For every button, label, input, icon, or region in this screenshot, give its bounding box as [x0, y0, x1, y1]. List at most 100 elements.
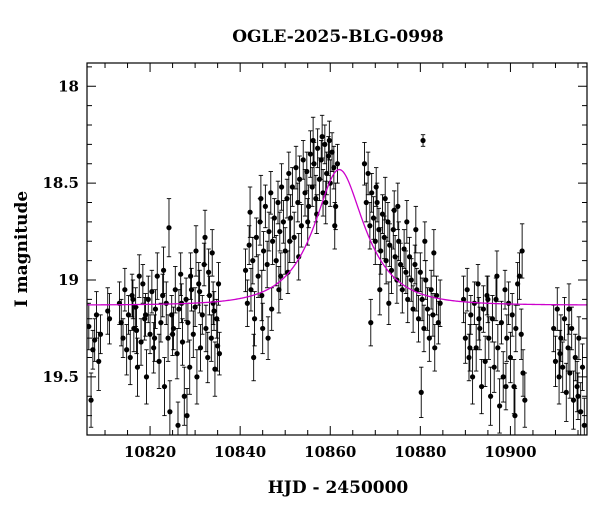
data-point: [167, 380, 173, 435]
data-point: [134, 337, 141, 397]
data-point: [424, 287, 431, 331]
data-point: [365, 151, 371, 196]
data-point: [386, 281, 392, 326]
data-point: [478, 358, 485, 415]
data-point: [178, 252, 184, 296]
data-point: [486, 316, 492, 360]
data-point: [161, 357, 168, 417]
data-point: [160, 246, 167, 295]
data-point: [138, 318, 144, 366]
data-point: [212, 341, 218, 397]
data-point: [482, 335, 488, 388]
data-point: [552, 335, 559, 388]
data-point: [382, 176, 388, 221]
data-point: [133, 306, 140, 355]
data-point: [175, 401, 181, 435]
data-point: [255, 254, 261, 298]
data-point: [406, 236, 413, 277]
data-point: [428, 269, 434, 310]
data-point: [300, 140, 306, 180]
data-point: [142, 293, 149, 337]
data-point: [277, 211, 283, 252]
data-point: [248, 267, 254, 312]
data-point: [298, 203, 305, 248]
data-point: [401, 229, 407, 269]
data-point: [494, 250, 500, 302]
data-point: [318, 140, 324, 180]
data-point: [511, 358, 517, 415]
data-point: [513, 304, 519, 353]
data-point: [467, 324, 473, 372]
data-point: [284, 178, 290, 219]
data-point: [136, 254, 142, 298]
data-point: [122, 267, 128, 312]
data-point: [203, 304, 209, 353]
data-point: [106, 293, 113, 345]
data-point: [418, 366, 424, 419]
data-point: [147, 314, 153, 355]
data-point: [214, 298, 220, 339]
data-point: [169, 312, 176, 357]
data-point: [160, 273, 166, 318]
data-point: [469, 349, 476, 405]
data-point: [387, 223, 393, 267]
data-point: [557, 329, 563, 378]
y-axis-label: I magnitude: [12, 191, 32, 308]
data-point: [413, 205, 419, 254]
data-point: [199, 295, 205, 335]
data-point: [179, 318, 186, 366]
data-point: [498, 300, 505, 345]
data-point: [166, 198, 172, 258]
data-point: [216, 331, 223, 376]
data-point: [192, 287, 198, 327]
data-point: [293, 145, 299, 190]
data-point: [522, 372, 528, 428]
data-point: [247, 186, 253, 238]
data-point: [211, 291, 217, 331]
data-point: [363, 182, 369, 223]
data-point: [575, 372, 581, 420]
data-point: [97, 314, 104, 355]
data-point: [578, 382, 584, 435]
y-tick-label: 18.5: [42, 174, 79, 192]
data-point: [287, 219, 293, 264]
data-point: [368, 298, 374, 347]
data-point: [489, 295, 496, 343]
tick-labels: 10820 10840 10860 10880 10900 18 18.5 19 19.5: [42, 77, 536, 461]
data-point: [415, 295, 422, 343]
data-point: [502, 269, 508, 310]
data-point: [196, 262, 202, 306]
data-point: [560, 341, 566, 393]
data-point: [209, 229, 215, 277]
data-point: [96, 331, 102, 391]
data-point: [509, 293, 515, 337]
data-point: [385, 202, 391, 242]
y-tick-label: 19.5: [42, 368, 79, 386]
data-point: [170, 306, 177, 351]
data-point: [151, 322, 157, 374]
data-point: [193, 225, 199, 277]
data-point: [377, 264, 383, 316]
data-point: [120, 318, 126, 358]
data-point: [174, 327, 180, 380]
data-point: [497, 378, 503, 434]
data-point: [260, 302, 266, 355]
data-point: [320, 169, 326, 217]
data-point: [420, 134, 426, 147]
data-point: [503, 362, 509, 411]
data-point: [435, 300, 441, 345]
data-point: [266, 211, 272, 252]
data-point: [473, 324, 479, 372]
data-point: [395, 182, 401, 231]
data-point: [190, 310, 196, 358]
data-point: [253, 217, 259, 258]
plot-content: [87, 114, 587, 435]
data-point: [500, 351, 506, 403]
data-point: [495, 324, 501, 372]
data-point: [519, 223, 525, 279]
data-point: [315, 128, 321, 169]
data-point: [246, 225, 252, 265]
data-point: [90, 329, 96, 370]
data-point: [285, 250, 291, 295]
